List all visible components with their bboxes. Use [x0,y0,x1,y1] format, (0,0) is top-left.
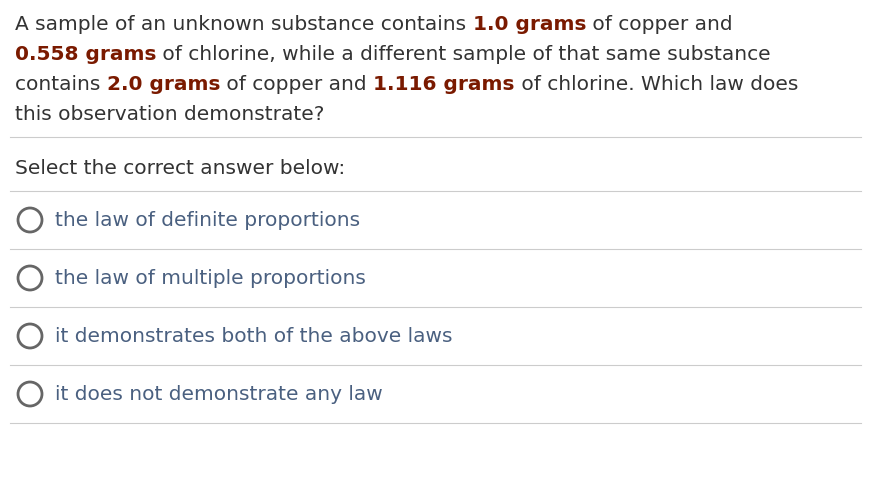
Text: Select the correct answer below:: Select the correct answer below: [15,160,345,179]
Text: of copper and: of copper and [586,16,733,35]
Text: 2.0 grams: 2.0 grams [107,75,220,94]
Text: of chlorine, while a different sample of that same substance: of chlorine, while a different sample of… [157,45,771,64]
Text: 0.558 grams: 0.558 grams [15,45,157,64]
Text: 1.116 grams: 1.116 grams [374,75,515,94]
Text: it demonstrates both of the above laws: it demonstrates both of the above laws [55,326,453,345]
Text: A sample of an unknown substance contains: A sample of an unknown substance contain… [15,16,472,35]
Text: of chlorine. Which law does: of chlorine. Which law does [515,75,798,94]
Text: it does not demonstrate any law: it does not demonstrate any law [55,385,382,404]
Text: 1.0 grams: 1.0 grams [472,16,586,35]
Text: the law of definite proportions: the law of definite proportions [55,210,360,229]
Text: of copper and: of copper and [220,75,374,94]
Text: contains: contains [15,75,107,94]
Text: this observation demonstrate?: this observation demonstrate? [15,106,324,125]
Text: the law of multiple proportions: the law of multiple proportions [55,268,366,287]
